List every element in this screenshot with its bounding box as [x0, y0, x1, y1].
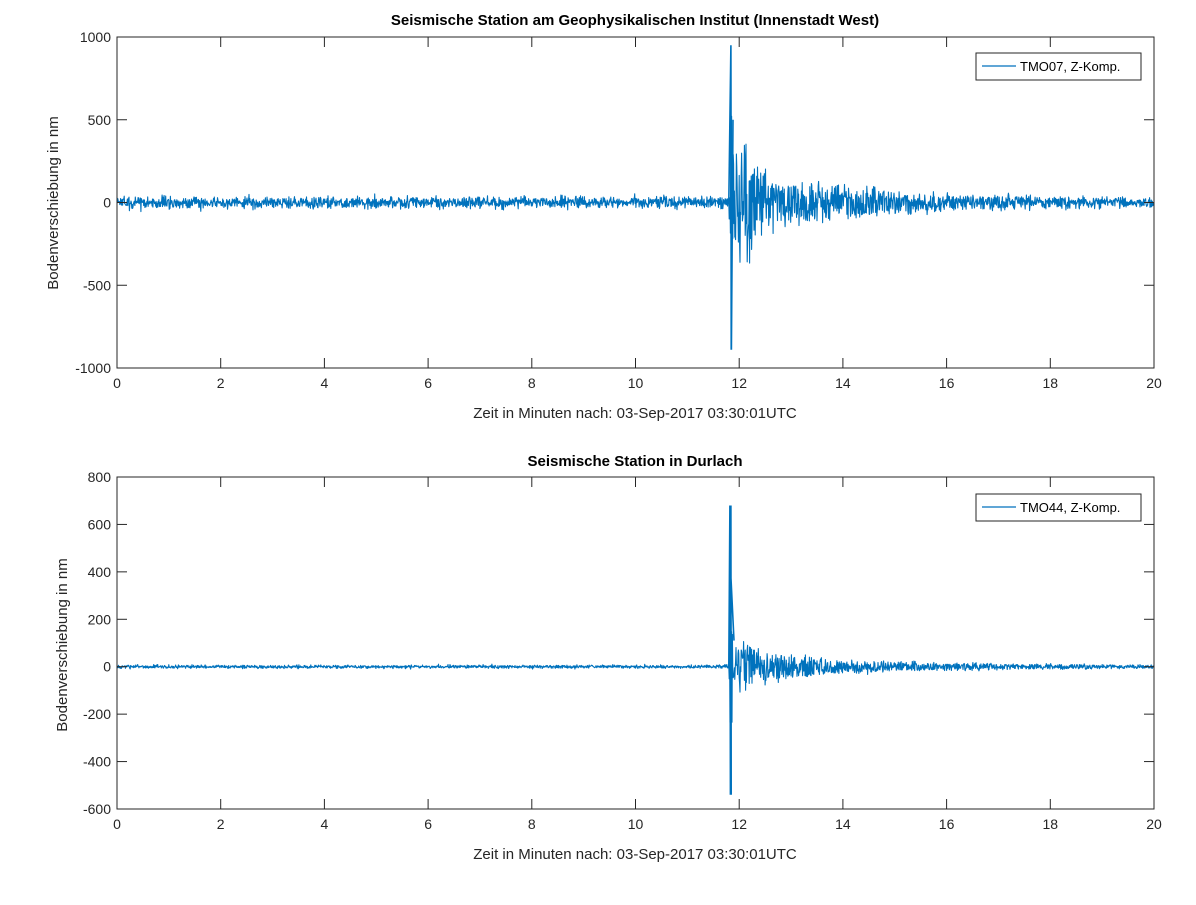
- waveform-line: [116, 115, 1155, 264]
- y-axis-label-top: Bodenverschiebung in nm: [45, 116, 62, 289]
- y-tick-label: 800: [88, 469, 112, 485]
- legend-top: TMO07, Z-Komp.: [975, 52, 1142, 81]
- legend-entry-bottom: TMO44, Z-Komp.: [1020, 500, 1120, 515]
- x-tick-label: 10: [628, 816, 644, 832]
- x-tick-label: 14: [835, 375, 851, 391]
- y-tick-label: 0: [103, 195, 111, 211]
- legend-bottom: TMO44, Z-Komp.: [975, 493, 1142, 522]
- axes-top: Seismische Station am Geophysikalischen …: [45, 12, 1162, 422]
- legend-entry-top: TMO07, Z-Komp.: [1020, 59, 1120, 74]
- y-tick-label: -500: [83, 277, 111, 293]
- x-tick-label: 16: [939, 375, 955, 391]
- axes-box-bottom: [116, 476, 1155, 810]
- chart-title-top: Seismische Station am Geophysikalischen …: [391, 12, 879, 29]
- y-tick-label: -1000: [75, 360, 111, 376]
- waveform-peak: [728, 45, 734, 350]
- axes-bottom: Seismische Station in Durlach 0 2 4 6 8 10 12 1…: [54, 453, 1162, 863]
- y-tick-label: -600: [83, 801, 111, 817]
- plot-area-bottom: [116, 505, 1155, 795]
- x-tick-label: 6: [424, 816, 432, 832]
- x-tick-label: 6: [424, 375, 432, 391]
- y-tick-label: 1000: [80, 29, 111, 45]
- y-axis-label-bottom: Bodenverschiebung in nm: [54, 558, 71, 731]
- y-tick-label: 400: [88, 564, 112, 580]
- x-tick-label: 18: [1043, 816, 1059, 832]
- x-tick-label: 16: [939, 816, 955, 832]
- x-tick-label: 8: [528, 375, 536, 391]
- x-axis-label-top: Zeit in Minuten nach: 03-Sep-2017 03:30:…: [473, 405, 797, 422]
- x-tick-label: 0: [113, 816, 121, 832]
- y-tick-label: -400: [83, 754, 111, 770]
- x-tick-label: 4: [321, 375, 329, 391]
- ticks-bottom: 0 2 4 6 8 10 12 14 16 18 20 -600 -400 -200 0 200 400 600 8…: [83, 469, 1162, 832]
- y-tick-label: 200: [88, 611, 112, 627]
- waveform-line: [116, 630, 1155, 724]
- x-tick-label: 18: [1043, 375, 1059, 391]
- x-tick-label: 14: [835, 816, 851, 832]
- x-tick-label: 12: [731, 375, 747, 391]
- x-tick-label: 10: [628, 375, 644, 391]
- x-tick-label: 2: [217, 375, 225, 391]
- x-tick-label: 20: [1146, 375, 1162, 391]
- x-tick-label: 4: [321, 816, 329, 832]
- waveform-peak: [728, 505, 735, 795]
- y-tick-label: -200: [83, 706, 111, 722]
- x-tick-label: 8: [528, 816, 536, 832]
- plot-area-top: [116, 45, 1155, 350]
- x-tick-label: 0: [113, 375, 121, 391]
- y-tick-label: 0: [103, 659, 111, 675]
- x-tick-label: 20: [1146, 816, 1162, 832]
- x-tick-label: 12: [731, 816, 747, 832]
- y-tick-label: 600: [88, 516, 112, 532]
- chart-title-bottom: Seismische Station in Durlach: [527, 453, 742, 470]
- x-axis-label-bottom: Zeit in Minuten nach: 03-Sep-2017 03:30:…: [473, 846, 797, 863]
- x-tick-label: 2: [217, 816, 225, 832]
- y-tick-label: 500: [88, 112, 112, 128]
- ticks-top: 0 2 4 6 8 10 12 14 16 18 20 -1000 -500 0 500 1000: [75, 29, 1162, 391]
